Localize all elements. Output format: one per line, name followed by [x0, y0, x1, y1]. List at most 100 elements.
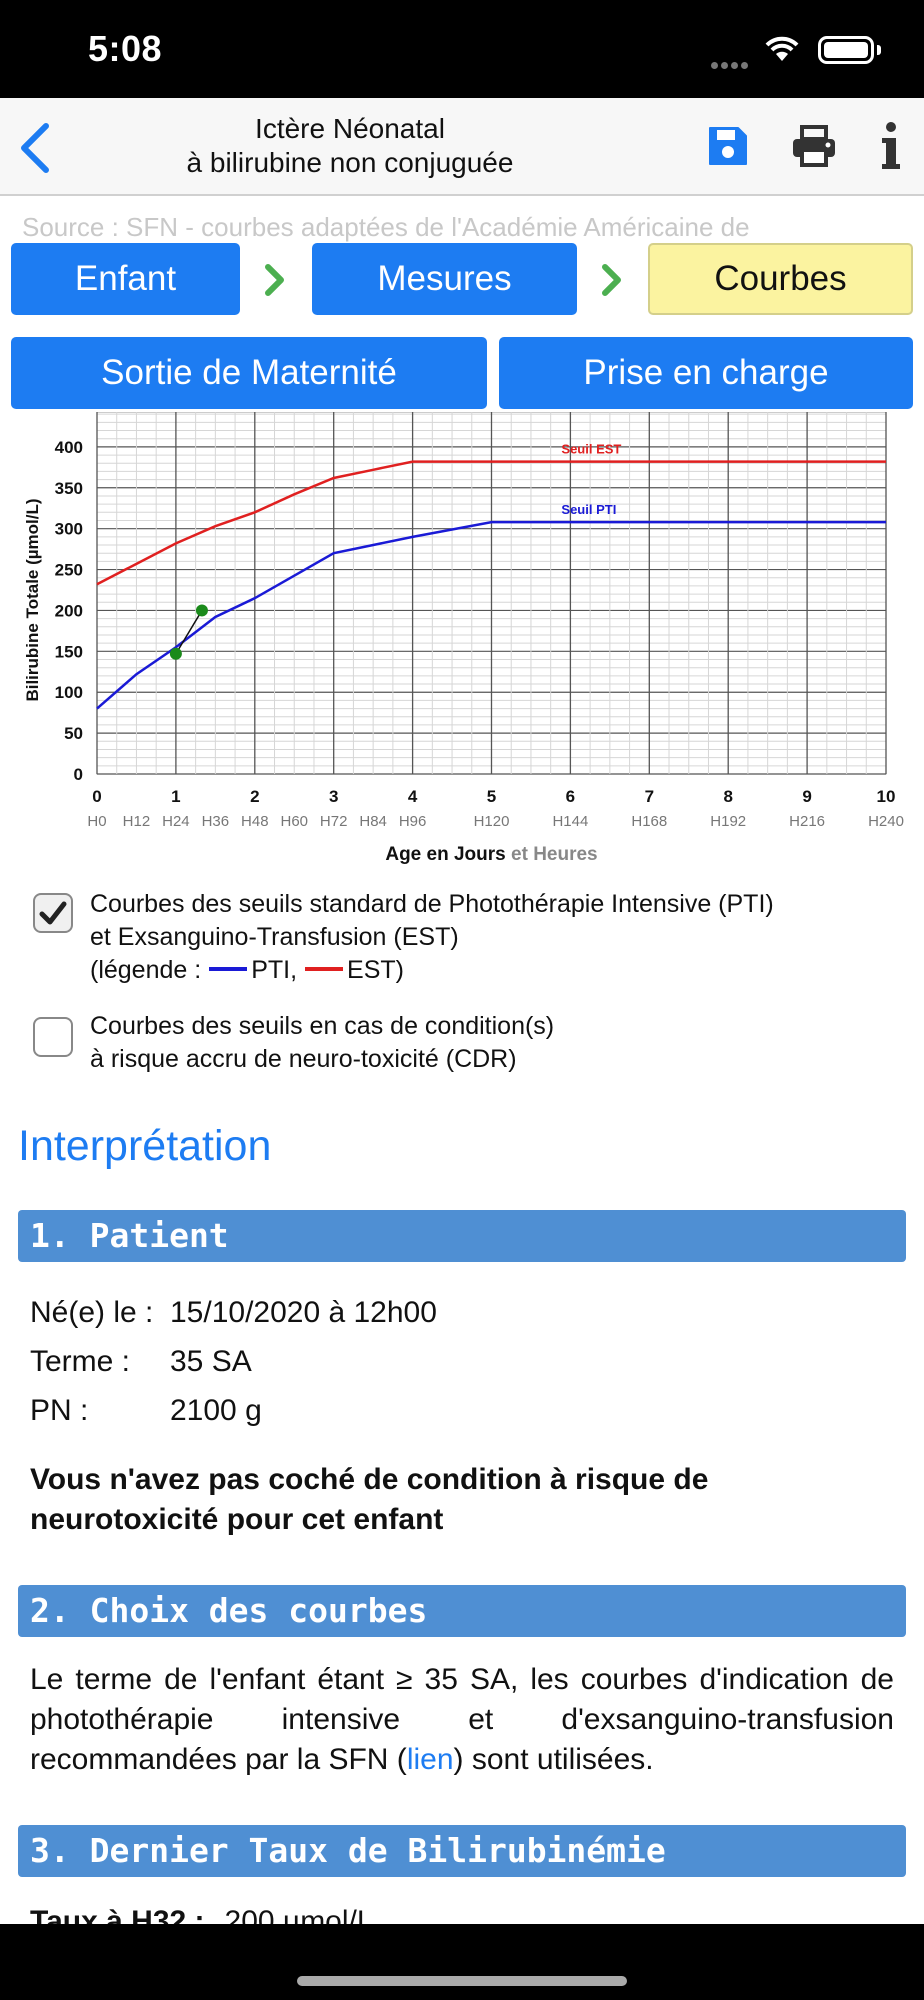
y-tick-label: 300 [55, 520, 83, 539]
birth-weight-row: PN : 2100 g [30, 1394, 262, 1428]
y-tick-label: 0 [74, 765, 83, 784]
prise-en-charge-button[interactable]: Prise en charge [499, 337, 913, 409]
chart-labels: 0 50 100 150 200 250 300 350 400 0 1 2 3 4 5 6 7 8 9 10 H0 H1… [23, 438, 904, 865]
section-patient-header: 1. Patient [18, 1210, 906, 1262]
choix-text-before: Le terme de l'enfant étant ≥ 35 SA, les … [30, 1663, 894, 1776]
x-tick-label-hour: H48 [241, 813, 269, 830]
birth-weight-label: PN : [30, 1394, 89, 1427]
x-tick-label-hour: H240 [868, 813, 904, 830]
x-tick-label-hour: H60 [280, 813, 308, 830]
x-tick-label-hour: H144 [552, 813, 588, 830]
x-tick-label-day: 4 [408, 787, 418, 806]
y-tick-label: 50 [64, 724, 83, 743]
measurement-point [169, 647, 182, 660]
y-tick-label: 350 [55, 479, 83, 498]
term-label: Terme : [30, 1345, 131, 1378]
cdr-checkbox-label: Courbes des seuils en cas de condition(s… [90, 1010, 554, 1076]
legend-pti-label: PTI, [251, 956, 298, 984]
chart-series [96, 460, 886, 710]
cdr-checkbox[interactable] [33, 1017, 73, 1057]
interpretation-heading: Interprétation [18, 1122, 272, 1170]
battery-tip [877, 45, 881, 55]
choix-courbes-text: Le terme de l'enfant étant ≥ 35 SA, les … [30, 1660, 894, 1780]
x-tick-label-day: 10 [877, 787, 896, 806]
term-value: 35 SA [170, 1345, 252, 1378]
sfn-link[interactable]: lien [406, 1743, 454, 1776]
checkbox-label-line: Courbes des seuils en cas de condition(s… [90, 1012, 555, 1040]
birth-weight-value: 2100 g [170, 1394, 262, 1427]
term-row: Terme : 35 SA [30, 1345, 252, 1379]
section-dernier-taux-header: 3. Dernier Taux de Bilirubinémie [18, 1825, 906, 1877]
series-label: Seuil EST [561, 442, 621, 457]
x-tick-label-day: 1 [171, 787, 180, 806]
checkbox-label-line: à risque accru de neuro-toxicité (CDR) [90, 1045, 517, 1073]
pti-est-checkbox-label: Courbes des seuils standard de Photothér… [90, 888, 774, 987]
y-axis-label: Bilirubine Totale (µmol/L) [23, 498, 42, 701]
tab-enfant[interactable]: Enfant [11, 243, 240, 315]
birth-date-row: Né(e) le : 15/10/2020 à 12h00 [30, 1296, 437, 1330]
birth-date-label: Né(e) le : [30, 1296, 154, 1329]
x-tick-label-hour: H24 [162, 813, 190, 830]
tab-courbes[interactable]: Courbes [648, 243, 913, 315]
checkbox-label-line: et Exsanguino-Transfusion (EST) [90, 923, 459, 951]
x-tick-label-day: 9 [802, 787, 811, 806]
page-title-line2: à bilirubine non conjuguée [186, 147, 514, 178]
x-axis-label: Age en Jours et Heures [385, 844, 597, 865]
x-tick-label-day: 0 [92, 787, 101, 806]
series-line-measurements [175, 610, 203, 655]
cellular-signal-icon [711, 56, 751, 74]
back-chevron-icon[interactable] [14, 120, 58, 176]
page-title-line1: Ictère Néonatal [255, 113, 445, 144]
x-tick-label-hour: H84 [359, 813, 387, 830]
sortie-maternite-button[interactable]: Sortie de Maternité [11, 337, 487, 409]
x-tick-label-day: 7 [645, 787, 654, 806]
y-tick-label: 150 [55, 642, 83, 661]
pti-est-checkbox[interactable] [33, 893, 73, 933]
no-condition-notice: Vous n'avez pas coché de condition à ris… [30, 1463, 709, 1536]
x-tick-label-day: 8 [723, 787, 732, 806]
x-tick-label-hour: H12 [123, 813, 151, 830]
checkmark-icon [39, 901, 67, 925]
birth-date-value: 15/10/2020 à 12h00 [170, 1296, 437, 1329]
chart-grid [96, 412, 887, 775]
x-tick-label-hour: H168 [631, 813, 667, 830]
chevron-right-icon [602, 264, 621, 296]
section-choix-courbes-header: 2. Choix des courbes [18, 1585, 906, 1637]
legend-prefix: (légende : [90, 956, 202, 984]
y-tick-label: 200 [55, 601, 83, 620]
series-line-pti [96, 520, 886, 710]
print-icon[interactable] [790, 124, 838, 168]
measurement-point [195, 604, 208, 617]
tab-mesures[interactable]: Mesures [312, 243, 577, 315]
navigation-bar: Ictère Néonatal à bilirubine non conjugu… [0, 98, 924, 196]
home-indicator[interactable] [297, 1976, 627, 1986]
x-tick-label-hour: H36 [202, 813, 230, 830]
x-tick-label-hour: H96 [399, 813, 427, 830]
y-tick-label: 250 [55, 561, 83, 580]
source-text: Source : SFN - courbes adaptées de l'Aca… [22, 212, 750, 242]
x-tick-label-hour: H120 [474, 813, 510, 830]
save-icon[interactable] [706, 124, 750, 168]
legend-est-label: EST) [347, 956, 404, 984]
home-indicator-area [0, 1924, 924, 2000]
status-bar: 5:08 [0, 0, 924, 98]
x-tick-label-hour: H216 [789, 813, 825, 830]
x-tick-label-hour: H192 [710, 813, 746, 830]
x-tick-label-day: 6 [566, 787, 575, 806]
info-icon[interactable] [876, 120, 906, 172]
page-title: Ictère Néonatal à bilirubine non conjugu… [120, 112, 580, 180]
wifi-icon [765, 36, 799, 61]
y-tick-label: 400 [55, 438, 83, 457]
legend-est-swatch [305, 967, 344, 972]
status-time: 5:08 [88, 28, 163, 69]
battery-icon [818, 36, 874, 64]
y-tick-label: 100 [55, 683, 83, 702]
x-tick-label-day: 2 [250, 787, 259, 806]
legend-line: (légende : PTI, EST) [90, 954, 774, 987]
x-tick-label-hour: H0 [87, 813, 106, 830]
x-tick-label-day: 5 [487, 787, 496, 806]
bilirubin-chart: 0 50 100 150 200 250 300 350 400 0 1 2 3 4 5 6 7 8 9 10 H0 H1… [23, 412, 904, 865]
x-tick-label-hour: H72 [320, 813, 348, 830]
x-tick-label-day: 3 [329, 787, 338, 806]
legend-pti-swatch [209, 967, 248, 972]
